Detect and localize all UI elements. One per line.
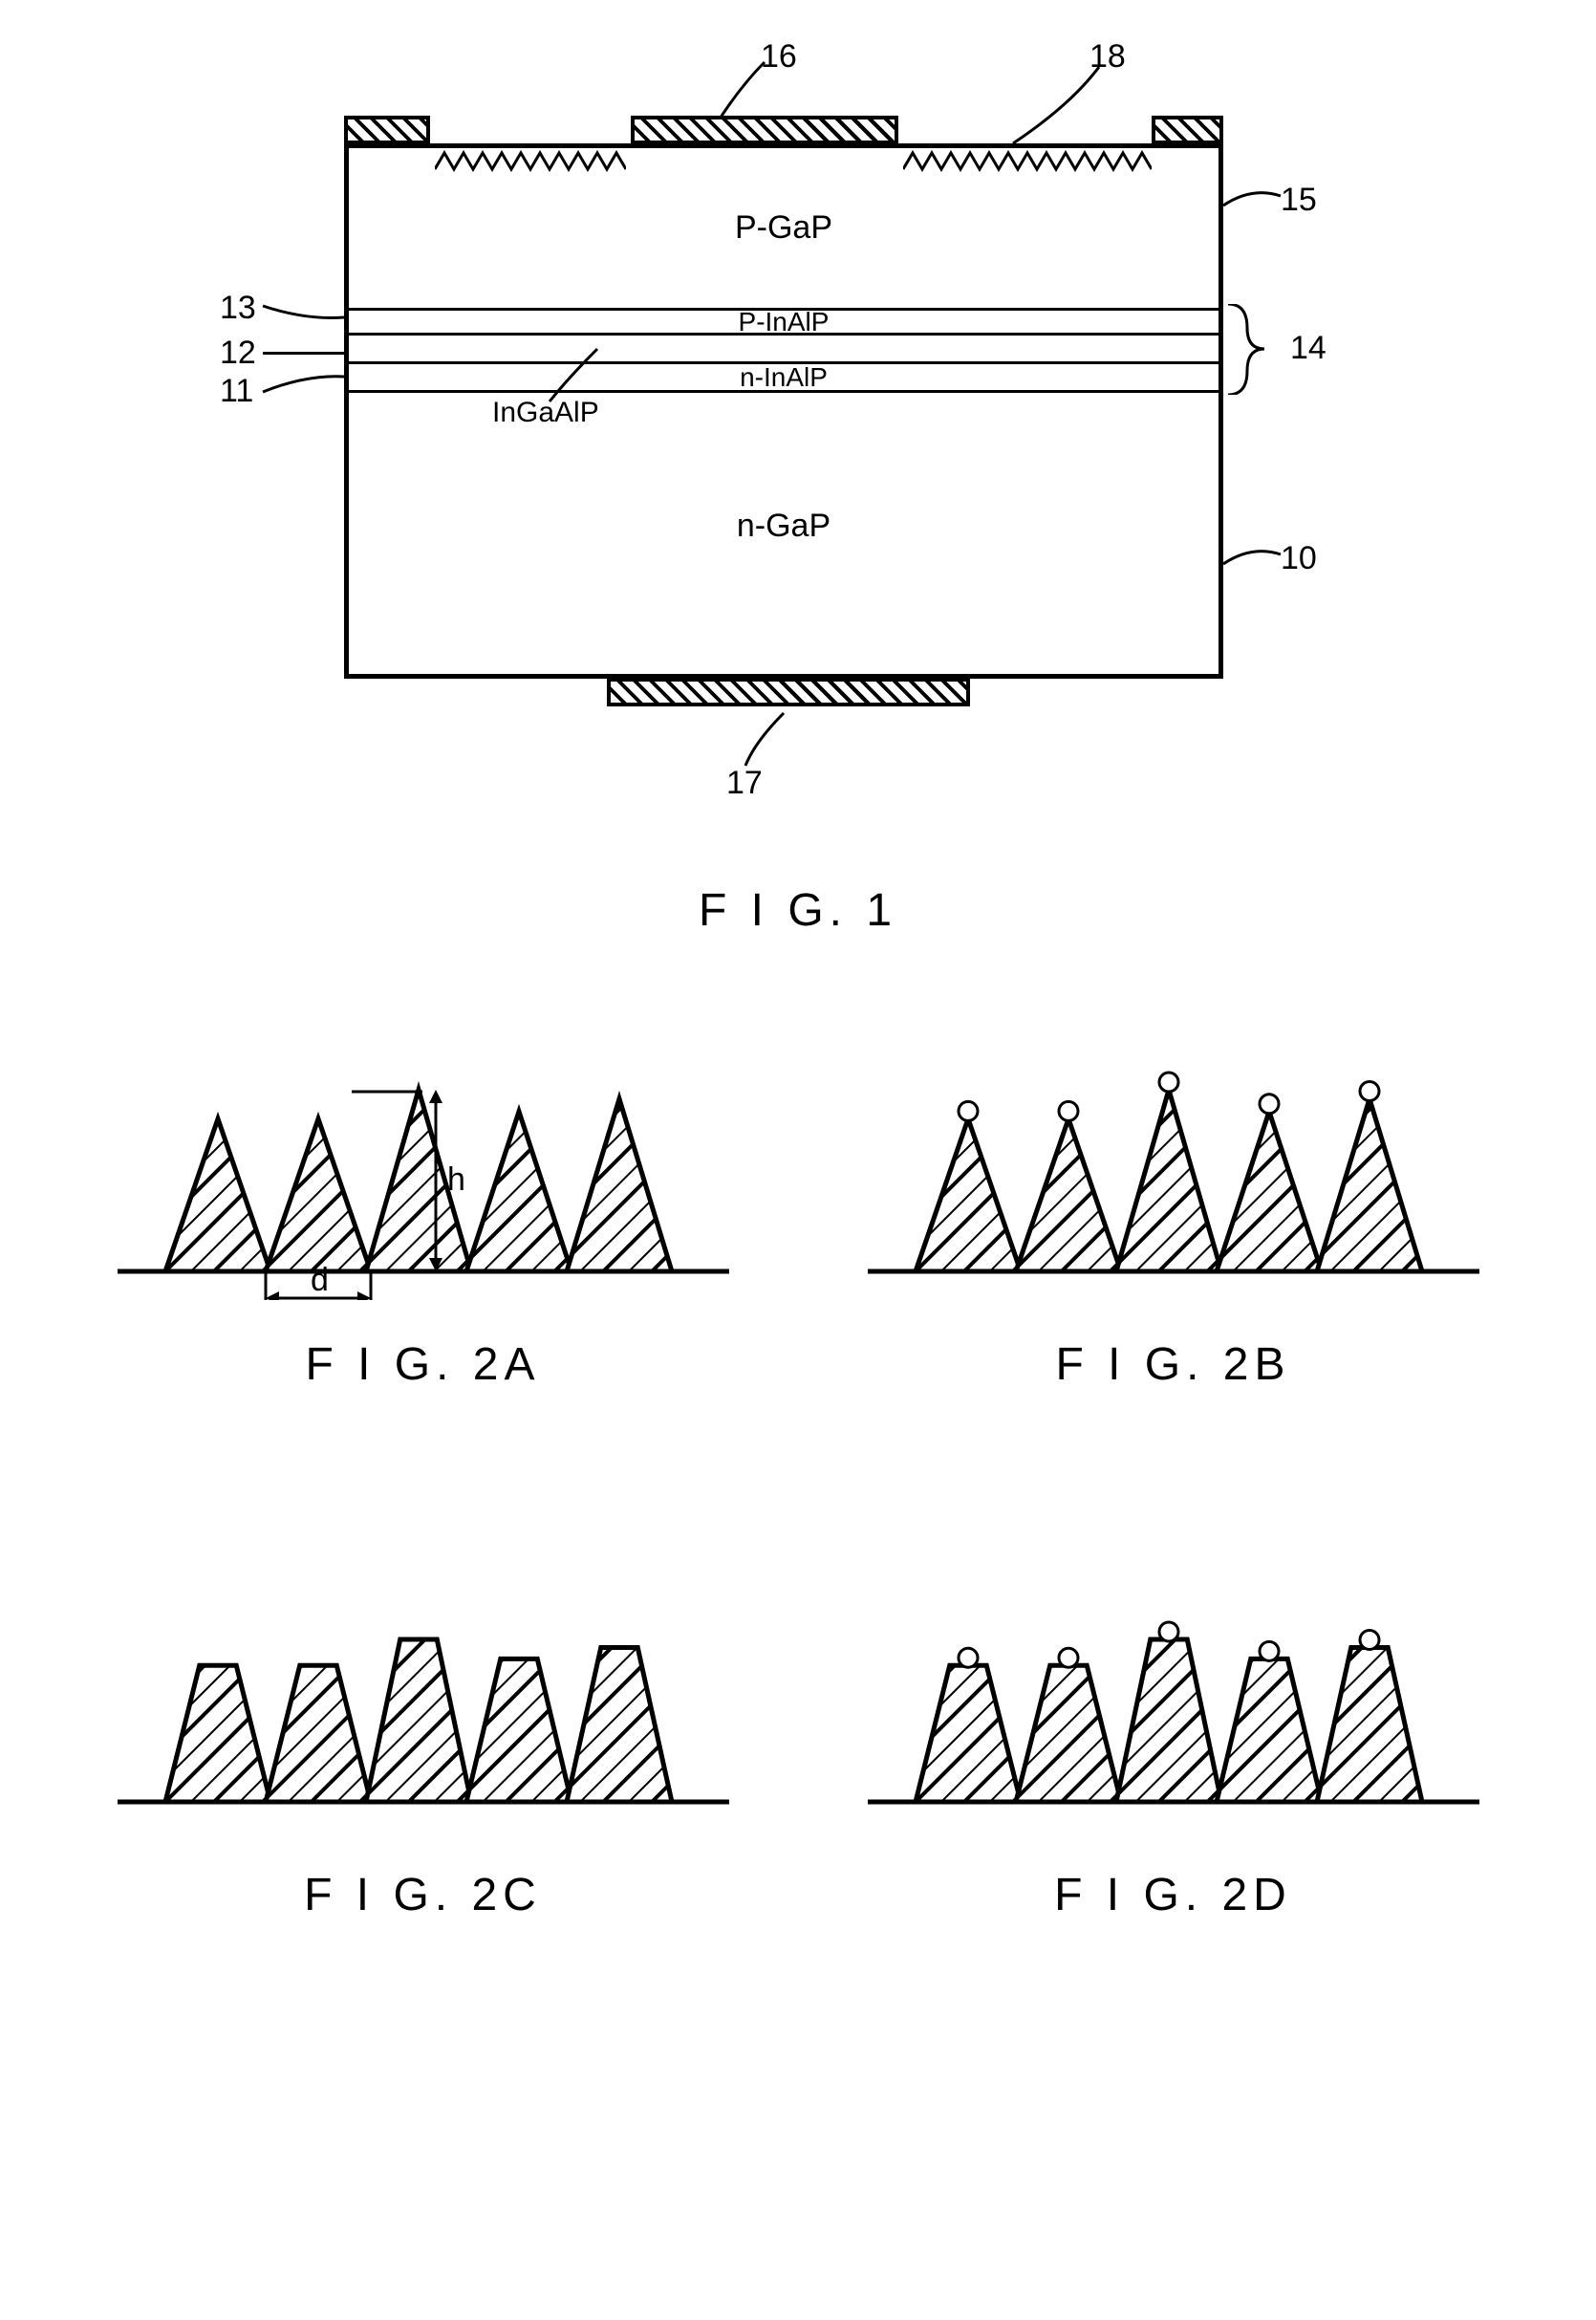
leader-17 <box>726 713 803 770</box>
bottom-electrode <box>607 678 970 706</box>
fig2a-svg: hd <box>118 1052 729 1300</box>
ref-12: 12 <box>220 335 256 372</box>
layer-label-n-inalp: n-InAlP <box>740 362 828 393</box>
layer-p-gap: P-GaP <box>349 148 1219 311</box>
ref-15: 15 <box>1281 182 1317 219</box>
fig2-grid: hd F I G. 2A F I G. 2B F I G. 2C F I G. … <box>76 1032 1520 1921</box>
ref-11: 11 <box>220 373 253 410</box>
fig2d-svg <box>868 1582 1479 1831</box>
svg-text:d: d <box>311 1262 329 1298</box>
leader-15-line <box>1223 182 1285 210</box>
fig2c-caption: F I G. 2C <box>115 1869 731 1921</box>
ref-13: 13 <box>220 290 256 327</box>
fig2a: hd F I G. 2A <box>115 1032 731 1391</box>
fig1-caption: F I G. 1 <box>699 884 897 937</box>
leader-ingaalp <box>540 349 616 406</box>
leader-13-line <box>263 296 349 325</box>
svg-text:h: h <box>447 1161 465 1198</box>
top-electrode-right <box>1152 116 1223 144</box>
layer-n-gap: n-GaP <box>349 393 1219 674</box>
leader-10-line <box>1223 540 1285 569</box>
layer-label-n-gap: n-GaP <box>737 508 830 545</box>
ref-16: 16 <box>761 38 797 76</box>
fig2d: F I G. 2D <box>865 1563 1481 1921</box>
layer-label-p-inalp: P-InAlP <box>739 307 830 337</box>
fig1-device: P-GaP P-InAlP n-InAlP n-GaP InGaAlP <box>344 143 1223 679</box>
leader-12-line <box>263 352 344 355</box>
fig2b: F I G. 2B <box>865 1032 1481 1391</box>
leader-11-line <box>263 373 349 397</box>
layer-n-inalp: n-InAlP <box>349 364 1219 393</box>
layer-p-inalp: P-InAlP <box>349 311 1219 336</box>
top-electrode-left <box>344 116 430 144</box>
fig2d-caption: F I G. 2D <box>865 1869 1481 1921</box>
layer-ingaalp-slot <box>349 336 1219 364</box>
fig2a-caption: F I G. 2A <box>115 1338 731 1391</box>
fig1: 16 18 P-GaP P-InAlP <box>76 57 1520 918</box>
figure-container: 16 18 P-GaP P-InAlP <box>76 57 1520 1921</box>
ref-10: 10 <box>1281 540 1317 577</box>
ref-17: 17 <box>726 765 763 802</box>
fig2c: F I G. 2C <box>115 1563 731 1921</box>
fig2b-caption: F I G. 2B <box>865 1338 1481 1391</box>
fig2b-svg <box>868 1052 1479 1300</box>
brace-14 <box>1228 304 1276 395</box>
top-electrode-center <box>631 116 898 144</box>
ref-18: 18 <box>1089 38 1126 76</box>
ref-14: 14 <box>1290 330 1326 367</box>
fig2c-svg <box>118 1582 729 1831</box>
layer-label-p-gap: P-GaP <box>735 209 832 247</box>
